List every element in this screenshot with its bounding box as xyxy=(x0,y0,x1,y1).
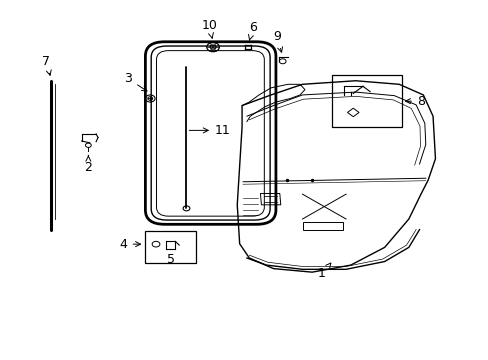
Text: 10: 10 xyxy=(201,19,217,38)
Text: 9: 9 xyxy=(272,30,282,52)
Text: 5: 5 xyxy=(166,253,174,266)
Text: 7: 7 xyxy=(42,55,51,75)
Text: 2: 2 xyxy=(84,156,92,174)
Text: 11: 11 xyxy=(189,124,230,137)
Bar xyxy=(145,231,196,263)
Text: 3: 3 xyxy=(124,72,147,91)
Text: 4: 4 xyxy=(120,238,140,251)
Text: 8: 8 xyxy=(405,95,424,108)
Bar xyxy=(303,222,343,230)
Bar xyxy=(331,76,401,127)
Text: 1: 1 xyxy=(317,263,330,280)
Text: 6: 6 xyxy=(248,21,257,40)
